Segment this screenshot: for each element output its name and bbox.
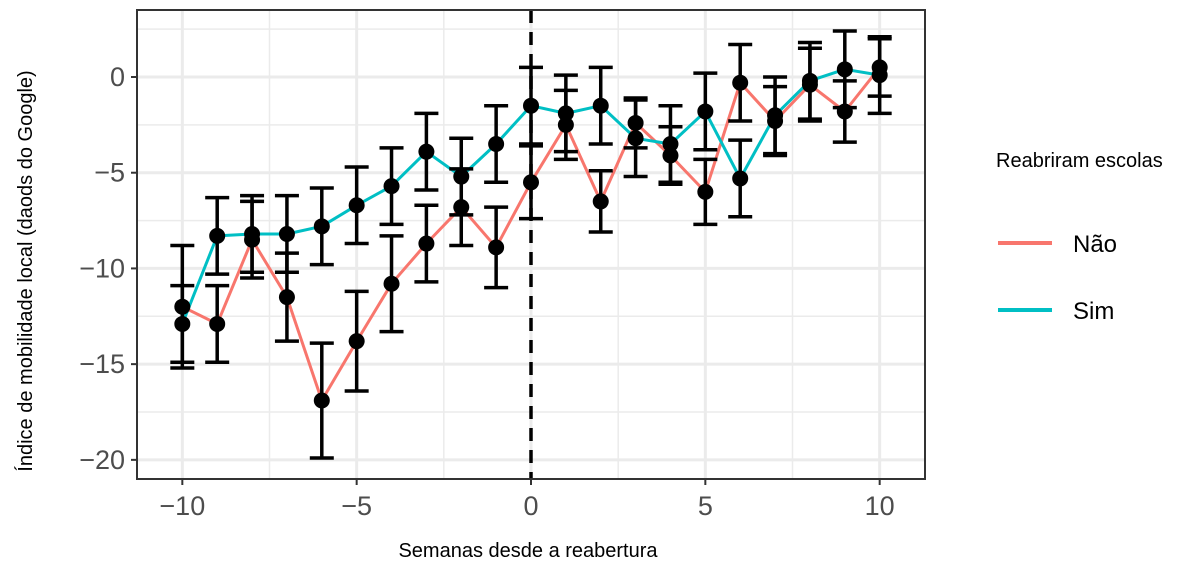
legend-label-Não: Não [1073,231,1117,258]
data-point [244,225,261,242]
data-point [453,168,470,185]
y-tick-label: −5 [94,158,125,188]
data-point [209,227,226,244]
data-point [174,315,191,332]
data-point [801,72,818,89]
data-point [627,114,644,131]
data-point [732,74,749,91]
data-point [557,116,574,133]
data-point [418,143,435,160]
y-tick-label: −10 [79,253,125,283]
data-point [871,67,888,84]
legend: Reabriram escolas Não Sim [996,150,1163,325]
data-point [313,392,330,409]
data-point [453,199,470,216]
error-bars [170,29,892,460]
data-point [383,275,400,292]
data-point [488,136,505,152]
data-points [174,59,888,409]
x-axis-label: Semanas desde a reabertura [398,540,658,562]
data-point [592,193,609,210]
data-point [209,315,226,332]
data-point [348,197,365,214]
data-point [488,239,505,256]
data-point [418,235,435,252]
data-point [348,333,365,350]
x-tick-label: 10 [865,491,895,521]
x-tick-label: 0 [523,491,538,521]
data-point [383,178,400,195]
y-tick-label: −15 [79,349,125,379]
y-tick-label: −20 [79,445,125,475]
data-point [836,61,853,78]
data-point [732,170,749,187]
x-axis: −10 −5 0 5 10 [159,479,895,521]
legend-label-Sim: Sim [1073,298,1114,325]
y-axis: −20 −15 −10 −5 0 [79,62,137,475]
data-point [662,147,679,164]
data-point [767,107,784,124]
legend-title: Reabriram escolas [996,150,1163,172]
data-point [662,136,679,152]
x-tick-label: −5 [341,491,372,521]
data-point [313,218,330,235]
data-point [278,289,295,306]
y-axis-label: Índice de mobilidade local (daods do Goo… [14,70,37,471]
data-point [697,183,714,200]
data-point [174,298,191,315]
y-tick-label: 0 [110,62,125,92]
data-point [523,174,539,191]
data-point [523,97,539,114]
data-point [627,130,644,147]
data-point [278,225,295,242]
x-tick-label: 5 [698,491,713,521]
data-point [557,105,574,122]
data-point [836,103,853,120]
x-tick-label: −10 [159,491,205,521]
data-point [697,103,714,120]
data-point [592,97,609,114]
